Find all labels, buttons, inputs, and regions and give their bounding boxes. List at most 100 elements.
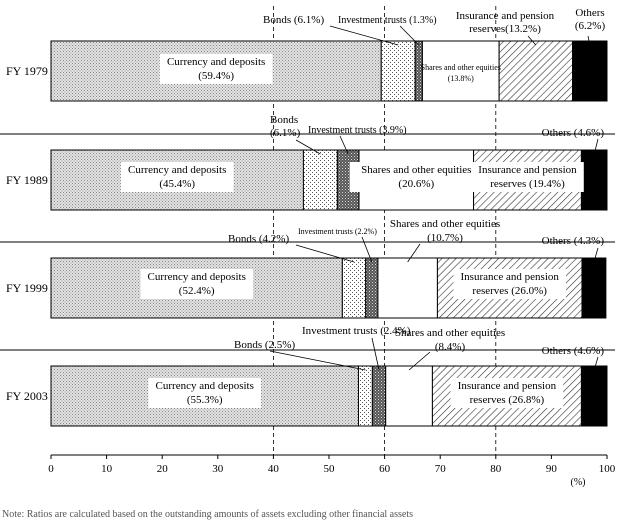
x-axis: 0 10 20 30 40 50 60 70 80 90 100 (%) [48,454,616,488]
leader-line [587,35,591,46]
label-bonds-1979: Bonds (6.1%) [263,14,324,26]
label-insurance-1979-line-1: Insurance and pension [456,10,555,22]
label-others-1979-line-2: (6.2%) [575,20,606,32]
label-bonds-1999: Bonds (4.2%) [228,233,289,245]
label-others-1999-line-1: Others (4.3%) [542,235,605,247]
label-shares-2003-line-1: Shares and other equities [395,327,505,339]
label-currency-1979-line-1: Currency and deposits [167,56,265,68]
label-bonds-2003: Bonds (2.5%) [234,339,295,351]
label-insurance-1979-line-2: reserves(13.2%) [469,23,541,35]
leader-lines [269,25,599,371]
label-shares-1979: Shares and other equities (13.8%) [421,63,501,83]
x-tick-label: 30 [212,463,224,475]
category-label: FY 2003 [6,389,48,403]
label-trusts-1999-line-1: Investment trusts (2.2%) [298,227,377,236]
x-tick-label: 80 [490,463,502,475]
label-insurance-1989-line-1: Insurance and pension [478,164,577,176]
category-labels: FY 1979 FY 1989 FY 1999 FY 2003 [6,64,48,403]
label-others-1989-line-1: Others (4.6%) [542,127,605,139]
label-shares-1979-line-1: Shares and other equities [421,63,501,72]
label-others-2003: Others (4.6%) [542,345,605,357]
label-currency-1989-line-1: Currency and deposits [128,164,226,176]
leader-line [407,243,421,263]
label-shares-1999-line-1: Shares and other equities [390,218,500,230]
label-insurance-1999-line-1: Insurance and pension [461,271,560,283]
label-currency-1999: Currency and deposits (52.4%) [140,269,253,299]
label-shares-1979-line-2: (13.8%) [448,74,474,83]
bar-shares-3 [377,257,438,319]
x-tick-label: 40 [268,463,280,475]
label-trusts-1979: Investment trusts (1.3%) [338,15,437,26]
x-tick-label: 0 [48,463,54,475]
label-insurance-2003-line-1: Insurance and pension [458,380,557,392]
label-currency-2003: Currency and deposits (55.3%) [148,378,262,408]
leader-line [527,35,537,46]
bar-shares-4 [385,365,433,427]
label-currency-1989: Currency and deposits (45.4%) [120,162,234,192]
label-currency-1999-bg [140,269,253,299]
label-bonds-1989-line-1: Bonds [270,114,298,126]
label-shares-1999: Shares and other equities (10.7%) [390,218,500,244]
bar-bonds-1 [380,40,416,102]
x-tick-label: 60 [379,463,391,475]
leader-line [371,337,380,371]
label-insurance-2003: Insurance and pension reserves (26.8%) [450,378,564,408]
label-bonds-1989: Bonds(6.1%) [270,114,301,139]
leader-line [593,138,599,155]
label-others-1999: Others (4.3%) [542,235,605,247]
label-currency-1979-bg [159,54,273,84]
label-trusts-1979-line-1: Investment trusts (1.3%) [338,15,437,26]
label-currency-1979: Currency and deposits (59.4%) [159,54,273,84]
label-currency-1979-line-2: (59.4%) [198,70,234,82]
label-currency-1999-line-2: (52.4%) [179,285,215,297]
bar-investment-trusts-4 [371,365,387,427]
label-shares-2003: Shares and other equities (8.4%) [395,327,505,353]
leader-line [399,25,420,46]
bar-shares-1 [421,40,500,102]
x-tick-label: 20 [157,463,169,475]
label-currency-1999-line-1: Currency and deposits [147,271,245,283]
label-trusts-2003: Investment trusts (2.4%) [302,325,411,337]
label-others-1979: Others(6.2%) [575,7,606,32]
bar-bonds-3 [341,257,367,319]
label-insurance-1999-line-2: reserves (26.0%) [472,285,547,297]
label-others-1989: Others (4.6%) [542,127,605,139]
bar-bonds-2 [302,149,338,211]
label-others-2003-line-1: Others (4.6%) [542,345,605,357]
label-shares-1999-line-2: (10.7%) [427,232,463,244]
bar-others-4 [580,365,608,427]
label-insurance-1989-bg [471,162,584,192]
label-insurance-1999: Insurance and pension reserves (26.0%) [453,269,566,299]
leader-line [295,139,321,155]
leader-line [269,350,366,371]
label-others-1979-line-1: Others [575,7,604,19]
bar-investment-trusts-3 [365,257,379,319]
bar-bonds-4 [357,365,373,427]
label-bonds-2003-line-1: Bonds (2.5%) [234,339,295,351]
label-insurance-1989: Insurance and pension reserves (19.4%) [471,162,584,192]
label-insurance-1989-line-2: reserves (19.4%) [490,178,565,190]
bar-insurance-1 [498,40,574,102]
leader-line [593,247,599,263]
x-tick-label: 100 [599,463,616,475]
label-currency-1989-bg [120,162,234,192]
label-insurance-2003-line-2: reserves (26.8%) [470,394,545,406]
bar-others-3 [581,257,607,319]
bar-others-2 [580,149,608,211]
chart-note: Note: Ratios are calculated based on the… [2,509,413,520]
leader-line [339,135,349,155]
x-tick-label: 50 [324,463,336,475]
label-currency-1989-line-2: (45.4%) [159,178,195,190]
leader-line [593,356,599,371]
bar-others-1 [572,40,608,102]
label-trusts-1989-line-1: Investment trusts (3.9%) [308,125,407,136]
label-currency-2003-bg [148,378,262,408]
category-label: FY 1999 [6,281,48,295]
label-currency-2003-line-1: Currency and deposits [156,380,254,392]
label-bonds-1989-line-2: (6.1%) [270,127,301,139]
label-shares-1989-bg [349,162,483,192]
label-shares-2003-line-2: (8.4%) [435,341,466,353]
label-currency-2003-line-2: (55.3%) [187,394,223,406]
